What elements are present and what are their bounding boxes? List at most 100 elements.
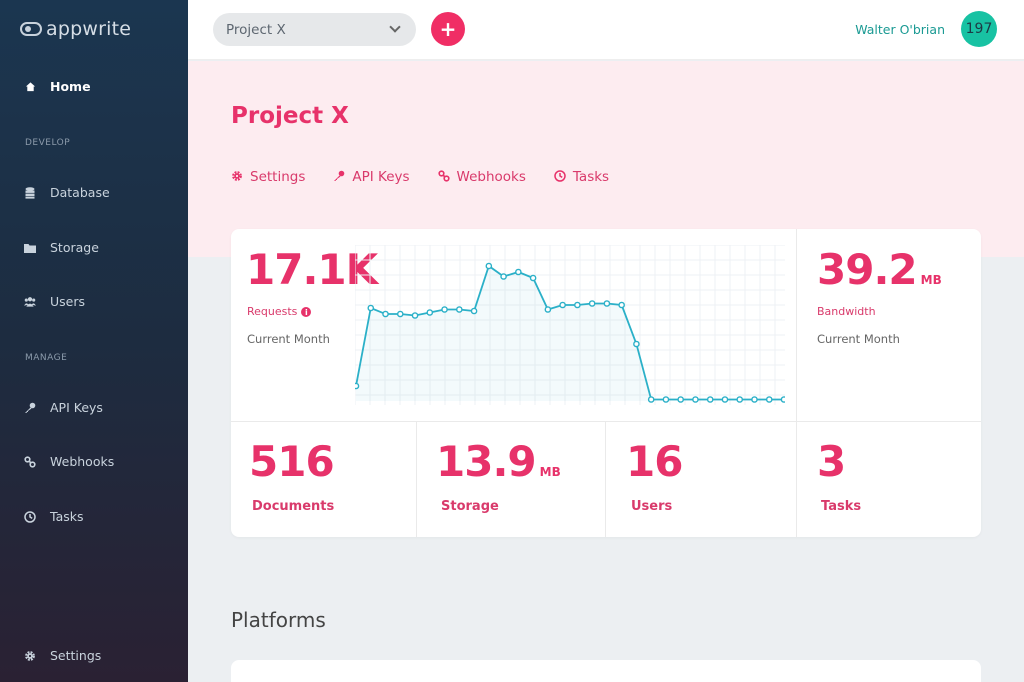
- data-point[interactable]: [367, 304, 375, 312]
- requests-period: Current Month: [247, 332, 330, 346]
- data-point[interactable]: [544, 306, 552, 313]
- sidebar-section-develop: DEVELOP: [25, 138, 71, 148]
- logo-text: appwrite: [46, 18, 132, 40]
- data-point[interactable]: [751, 396, 758, 403]
- platforms-card: [231, 660, 981, 682]
- bandwidth-unit: MB: [920, 273, 942, 287]
- sidebar: appwrite Home DEVELOP Database Storage U…: [0, 0, 188, 682]
- sidebar-item-label: Users: [50, 294, 86, 309]
- sidebar-item-label: Storage: [50, 240, 99, 255]
- add-project-button[interactable]: +: [431, 12, 465, 46]
- tab-label: Webhooks: [456, 169, 526, 185]
- data-point[interactable]: [677, 396, 684, 403]
- series-area: [356, 266, 784, 401]
- project-select[interactable]: Project X: [213, 13, 416, 46]
- gear-icon: [231, 170, 243, 185]
- sidebar-item-tasks[interactable]: Tasks: [24, 509, 84, 524]
- tab-settings[interactable]: Settings: [231, 169, 305, 185]
- sidebar-item-label: Tasks: [50, 509, 84, 524]
- database-icon: [24, 186, 36, 199]
- storage-value: 13.9 MB: [436, 437, 561, 486]
- key-icon: [24, 402, 36, 414]
- data-point[interactable]: [706, 396, 714, 403]
- divider: [416, 421, 417, 537]
- clock-icon: [554, 169, 566, 185]
- chevron-down-icon: [389, 21, 401, 33]
- divider: [796, 229, 797, 537]
- key-icon: [333, 170, 345, 185]
- data-point[interactable]: [456, 306, 463, 313]
- webhook-icon: [437, 169, 450, 185]
- requests-value: 17.1K: [246, 245, 378, 294]
- sidebar-item-users[interactable]: Users: [24, 294, 85, 309]
- sidebar-item-webhooks[interactable]: Webhooks: [24, 454, 114, 469]
- data-point[interactable]: [662, 396, 670, 403]
- tab-label: Tasks: [572, 169, 610, 185]
- data-point[interactable]: [441, 306, 448, 313]
- sidebar-item-label: API Keys: [50, 400, 103, 415]
- folder-icon: [24, 242, 36, 254]
- data-point[interactable]: [426, 309, 434, 316]
- tab-tasks[interactable]: Tasks: [554, 169, 609, 185]
- sidebar-item-label: Settings: [50, 648, 102, 663]
- top-header: Project X + Walter O'brian 197: [188, 0, 1024, 60]
- home-icon: [24, 81, 36, 93]
- tasks-label: Tasks: [821, 499, 862, 514]
- project-tabs: Settings API Keys Webhooks Tasks: [231, 169, 637, 185]
- data-point[interactable]: [618, 301, 625, 309]
- bandwidth-value: 39.2 MB: [817, 245, 942, 294]
- data-point[interactable]: [485, 262, 493, 270]
- tab-webhooks[interactable]: Webhooks: [437, 169, 526, 185]
- bandwidth-number: 39.2: [817, 245, 918, 294]
- appwrite-logo[interactable]: appwrite: [20, 18, 131, 40]
- page-title: Project X: [231, 103, 349, 129]
- sidebar-item-settings[interactable]: Settings: [24, 648, 101, 663]
- data-point[interactable]: [633, 340, 640, 348]
- avatar[interactable]: 197: [961, 11, 997, 47]
- sidebar-section-manage: MANAGE: [25, 353, 68, 363]
- sidebar-item-database[interactable]: Database: [24, 185, 110, 200]
- data-point[interactable]: [765, 396, 773, 403]
- sidebar-item-storage[interactable]: Storage: [24, 240, 99, 255]
- data-point[interactable]: [515, 268, 522, 276]
- data-point[interactable]: [588, 300, 596, 307]
- data-point[interactable]: [382, 310, 389, 318]
- requests-label: Requests i: [247, 305, 312, 318]
- bandwidth-label: Bandwidth: [817, 305, 876, 318]
- sidebar-item-label: Webhooks: [50, 454, 115, 469]
- data-point[interactable]: [574, 301, 581, 309]
- data-point[interactable]: [529, 274, 537, 282]
- documents-label: Documents: [252, 499, 335, 514]
- data-point[interactable]: [559, 301, 566, 309]
- logo-icon: [20, 22, 42, 36]
- storage-number: 13.9: [436, 437, 537, 486]
- tasks-value: 3: [817, 437, 846, 486]
- divider: [231, 421, 981, 422]
- sidebar-item-api-keys[interactable]: API Keys: [24, 400, 103, 415]
- data-point[interactable]: [411, 312, 419, 319]
- data-point[interactable]: [721, 396, 729, 403]
- user-name[interactable]: Walter O'brian: [855, 22, 945, 37]
- tab-label: Settings: [250, 169, 306, 185]
- requests-label-text: Requests: [247, 305, 298, 318]
- data-point[interactable]: [692, 396, 699, 403]
- data-point[interactable]: [470, 307, 478, 315]
- data-point[interactable]: [500, 273, 507, 280]
- users-value: 16: [626, 437, 683, 486]
- sidebar-item-home[interactable]: Home: [24, 79, 91, 94]
- data-point[interactable]: [780, 396, 785, 403]
- data-point[interactable]: [396, 310, 404, 318]
- tab-api-keys[interactable]: API Keys: [333, 169, 410, 185]
- gear-icon: [24, 650, 36, 662]
- stats-panel: 17.1K Requests i Current Month 39.2 MB Ban…: [231, 229, 981, 537]
- info-icon[interactable]: i: [301, 307, 312, 317]
- tab-label: API Keys: [352, 169, 410, 185]
- data-point[interactable]: [603, 300, 611, 307]
- data-point[interactable]: [736, 396, 744, 403]
- clock-icon: [24, 510, 36, 523]
- data-point[interactable]: [647, 396, 655, 403]
- sidebar-item-label: Home: [50, 79, 91, 94]
- data-point[interactable]: [355, 382, 360, 390]
- bandwidth-period: Current Month: [817, 332, 900, 346]
- project-select-value: Project X: [226, 21, 286, 38]
